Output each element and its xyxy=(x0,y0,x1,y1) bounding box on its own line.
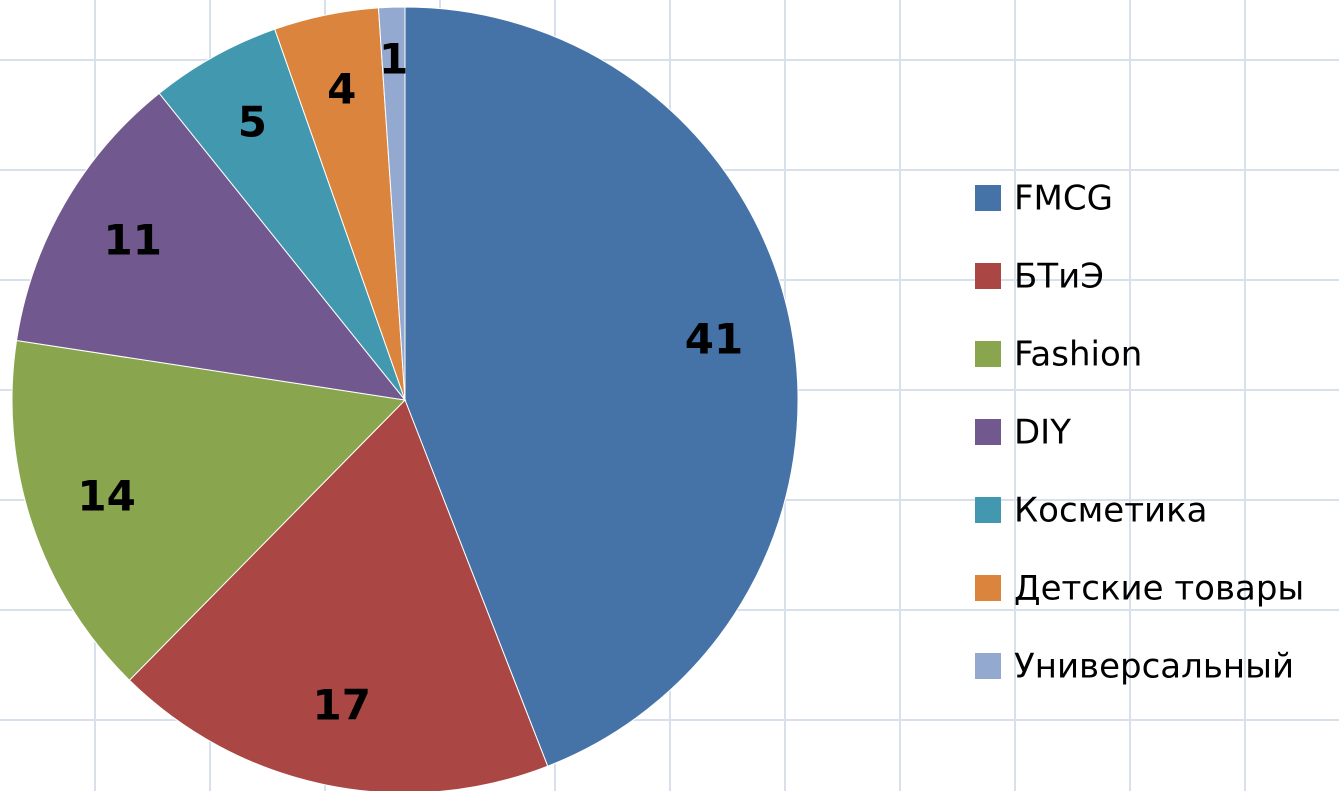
data-label: 41 xyxy=(685,314,743,363)
pie-slice xyxy=(128,399,549,791)
legend-swatch xyxy=(975,341,1001,367)
legend-swatch xyxy=(975,497,1001,523)
legend-label: БТиЭ xyxy=(1014,257,1104,297)
pie-slice xyxy=(158,28,406,401)
legend-label: Универсальный xyxy=(1014,647,1294,687)
legend-swatch xyxy=(975,419,1001,445)
data-label: 4 xyxy=(327,65,356,114)
data-label: 14 xyxy=(77,472,135,521)
pie-slice xyxy=(11,339,407,681)
legend-label: DIY xyxy=(1014,413,1071,453)
legend-label: Fashion xyxy=(1014,335,1142,375)
legend-swatch xyxy=(975,185,1001,211)
data-label: 1 xyxy=(379,35,408,84)
legend-swatch xyxy=(975,263,1001,289)
legend-label: Косметика xyxy=(1014,491,1207,531)
legend-label: Детские товары xyxy=(1014,569,1304,609)
legend-label: FMCG xyxy=(1014,179,1113,219)
legend-swatch xyxy=(975,575,1001,601)
data-label: 5 xyxy=(238,98,267,147)
pie-slice xyxy=(377,6,406,401)
data-label: 11 xyxy=(103,215,161,264)
data-label: 17 xyxy=(312,680,370,729)
pie-slice xyxy=(404,6,799,767)
pie-slice xyxy=(15,92,407,401)
legend-swatch xyxy=(975,653,1001,679)
